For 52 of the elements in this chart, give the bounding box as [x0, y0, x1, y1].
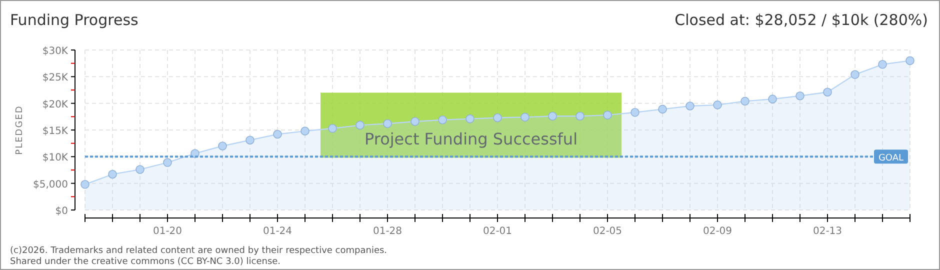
point — [686, 102, 694, 110]
x-tick-label: 01-24 — [262, 226, 292, 237]
point — [410, 117, 420, 126]
point — [520, 112, 530, 122]
text: Shared under the creative commons (CC BY-NC 3.0) license. — [10, 257, 281, 267]
ref-line-label: GOAL — [878, 154, 904, 164]
y-tick-label: $0 — [55, 206, 68, 217]
text: (c)2026. Trademarks and related content are owned by their respective companies. — [10, 246, 388, 256]
point — [438, 115, 447, 124]
point — [383, 119, 392, 128]
y-tick-label: $25K — [42, 72, 68, 84]
x-tick-label: 02-05 — [592, 226, 622, 237]
point — [576, 112, 584, 121]
x-tick-label: 01-28 — [372, 226, 402, 237]
point — [466, 114, 474, 124]
y-axis-title: PLEDGED — [15, 105, 25, 155]
chart-subtitle: Closed at: $28,052 / $10k (280%) — [674, 11, 928, 29]
point — [878, 60, 887, 69]
point — [493, 113, 502, 122]
y-tick-label: $10K — [42, 152, 68, 164]
x-tick-label: 02-01 — [482, 226, 512, 237]
y-tick-label: $15K — [42, 126, 68, 137]
point — [246, 136, 254, 145]
y-tick-label: $5,000 — [33, 179, 68, 190]
point — [796, 91, 804, 100]
point — [740, 96, 750, 106]
point — [713, 100, 722, 110]
y-tick-label: $30K — [42, 46, 68, 57]
point — [768, 94, 777, 104]
point — [658, 104, 667, 114]
point — [80, 180, 90, 189]
point — [163, 158, 172, 167]
point — [548, 112, 557, 121]
point — [300, 126, 310, 136]
point — [108, 170, 117, 179]
point — [850, 70, 860, 79]
y-tick-label: $20K — [42, 99, 68, 110]
point — [328, 124, 337, 133]
annotation: Project Funding Successful — [364, 129, 578, 148]
point — [356, 120, 364, 130]
point — [136, 165, 144, 174]
point — [823, 88, 832, 97]
x-tick-label: 01-20 — [152, 226, 182, 237]
banner: Project Funding Successful — [320, 92, 622, 158]
point — [906, 56, 914, 66]
point — [273, 130, 282, 139]
point — [630, 108, 640, 117]
x-tick-label: 02-09 — [702, 226, 732, 237]
point — [603, 110, 612, 120]
x-tick-label: 02-13 — [812, 226, 842, 237]
chart-title: Funding Progress — [10, 11, 139, 29]
point — [218, 142, 227, 150]
